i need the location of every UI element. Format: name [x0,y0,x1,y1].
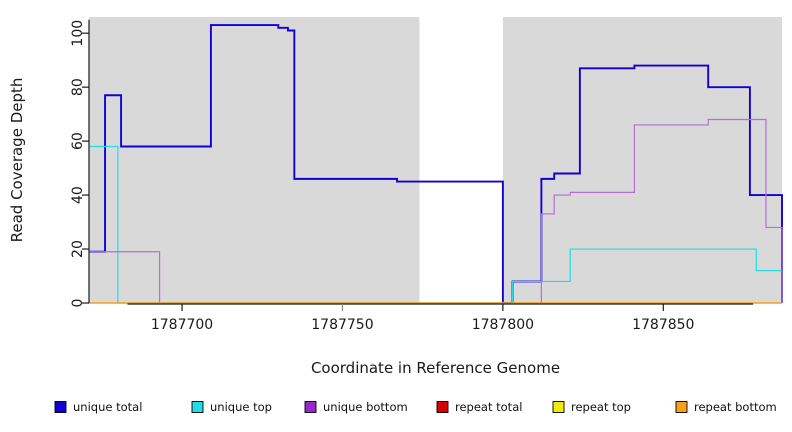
legend-item-repeat-total[interactable]: repeat total [436,400,522,414]
y-tick-label-60: 60 [70,132,86,150]
series-layer [89,24,783,304]
y-tick-label-0: 0 [70,299,86,308]
y-tick-label-100: 100 [70,20,86,47]
legend-swatch-icon [552,401,565,413]
legend: unique total unique top unique bottom repea… [54,400,777,414]
legend-label: repeat top [571,400,631,414]
y-tick-label-80: 80 [70,78,86,96]
shaded-region-0 [89,17,420,303]
x-tick-label-1787800: 1787800 [472,317,534,333]
legend-label: unique top [210,400,272,414]
legend-swatch-icon [304,401,317,413]
legend-item-unique-top[interactable]: unique top [191,400,272,414]
x-tick-label-1787850: 1787850 [632,317,694,333]
shaded-region-layer [89,17,782,303]
legend-swatch-icon [191,401,204,413]
x-axis-title: Coordinate in Reference Genome [311,359,560,377]
legend-item-repeat-top[interactable]: repeat top [552,400,631,414]
legend-item-repeat-bottom[interactable]: repeat bottom [675,400,777,414]
shaded-region-1 [502,17,782,303]
legend-swatch-icon [675,401,688,413]
axis-layer [82,19,754,311]
legend-label: repeat total [455,400,522,414]
legend-label: repeat bottom [694,400,777,414]
legend-item-unique-total[interactable]: unique total [54,400,142,414]
y-tick-label-40: 40 [70,186,86,204]
axis-label-layer: 0 20 40 60 80 100 1787700 1787750 1787800 1787850… [8,20,694,377]
legend-label: unique bottom [323,400,408,414]
x-tick-label-1787700: 1787700 [151,317,213,333]
y-axis-title: Read Coverage Depth [8,78,26,243]
y-tick-label-20: 20 [70,240,86,258]
x-tick-label-1787750: 1787750 [311,317,373,333]
legend-item-unique-bottom[interactable]: unique bottom [304,400,408,414]
legend-label: unique total [73,400,142,414]
legend-swatch-icon [436,401,449,413]
legend-swatch-icon [54,401,67,413]
